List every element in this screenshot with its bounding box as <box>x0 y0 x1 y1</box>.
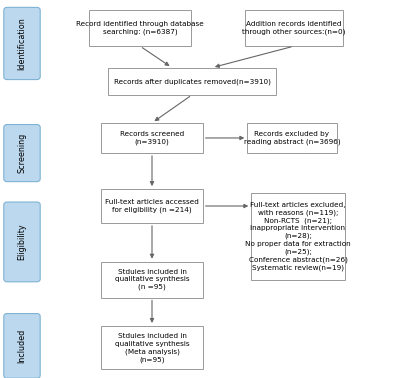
Text: Eligibility: Eligibility <box>18 224 26 260</box>
Text: Identification: Identification <box>18 17 26 70</box>
FancyBboxPatch shape <box>4 125 40 182</box>
FancyBboxPatch shape <box>251 193 345 280</box>
FancyBboxPatch shape <box>101 326 203 370</box>
FancyBboxPatch shape <box>101 262 203 298</box>
Text: Records screened
(n=3910): Records screened (n=3910) <box>120 131 184 145</box>
Text: Included: Included <box>18 329 26 363</box>
FancyBboxPatch shape <box>247 123 337 153</box>
FancyBboxPatch shape <box>89 10 191 46</box>
FancyBboxPatch shape <box>101 123 203 153</box>
Text: Full-text articles excluded,
with reasons (n=119);
Non-RCTS  (n=21);
Inappropria: Full-text articles excluded, with reason… <box>245 202 351 271</box>
FancyBboxPatch shape <box>101 189 203 223</box>
Text: Screening: Screening <box>18 133 26 173</box>
Text: Records excluded by
reading abstract (n=3696): Records excluded by reading abstract (n=… <box>244 131 340 145</box>
Text: Record identified through database
searching: (n=6387): Record identified through database searc… <box>76 21 204 36</box>
Text: Stduies included in
qualitative synthesis
(n =95): Stduies included in qualitative synthesi… <box>115 269 189 290</box>
FancyBboxPatch shape <box>245 10 343 46</box>
Text: Addition records identified
through other sources:(n=0): Addition records identified through othe… <box>242 21 346 36</box>
FancyBboxPatch shape <box>4 8 40 80</box>
FancyBboxPatch shape <box>4 202 40 282</box>
FancyBboxPatch shape <box>4 314 40 378</box>
Text: Stduies included in
qualitative synthesis
(Meta analysis)
(n=95): Stduies included in qualitative synthesi… <box>115 333 189 363</box>
Text: Records after duplicates removed(n=3910): Records after duplicates removed(n=3910) <box>114 78 270 85</box>
FancyBboxPatch shape <box>108 68 276 95</box>
Text: Full-text articles accessed
for eligibility (n =214): Full-text articles accessed for eligibil… <box>105 199 199 213</box>
